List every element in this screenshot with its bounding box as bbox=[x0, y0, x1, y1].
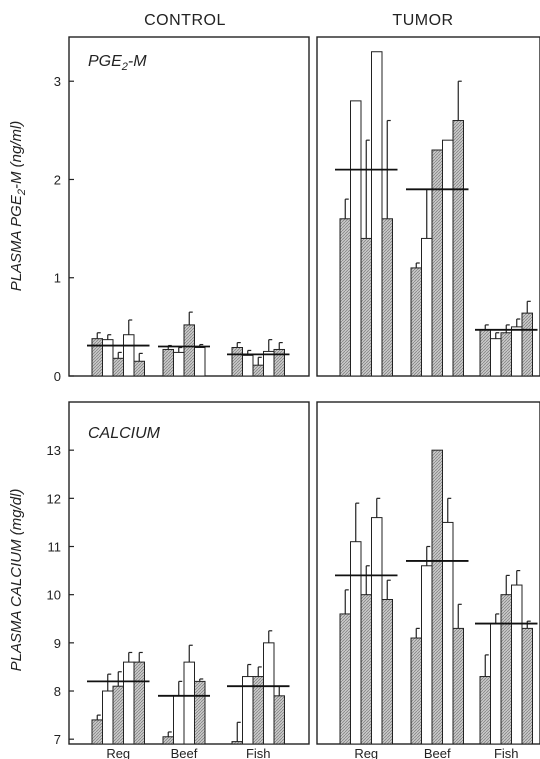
bar bbox=[273, 348, 285, 377]
bar bbox=[91, 338, 103, 377]
bar bbox=[173, 351, 185, 377]
y-tick-label: 12 bbox=[47, 491, 61, 506]
bar bbox=[252, 364, 264, 377]
bar bbox=[500, 332, 512, 377]
category-label: Beef bbox=[424, 746, 451, 759]
category-label: Fish bbox=[494, 746, 519, 759]
bar bbox=[91, 719, 103, 745]
bar bbox=[511, 326, 523, 377]
bar bbox=[162, 348, 174, 377]
bar bbox=[360, 237, 372, 377]
bar bbox=[162, 736, 174, 745]
bar bbox=[173, 695, 185, 745]
y-tick-label: 1 bbox=[54, 271, 61, 286]
bar bbox=[350, 541, 362, 745]
y-tick-label: 2 bbox=[54, 172, 61, 187]
bar bbox=[410, 267, 422, 377]
panel-title-pge2m: PGE2-M bbox=[88, 53, 147, 73]
bar bbox=[452, 120, 464, 377]
column-title-control: CONTROL bbox=[144, 12, 226, 29]
bar bbox=[350, 100, 362, 377]
bar bbox=[133, 661, 145, 745]
bar bbox=[381, 598, 393, 745]
bar bbox=[500, 594, 512, 745]
bar bbox=[421, 565, 433, 745]
bar bbox=[194, 680, 206, 745]
bar bbox=[183, 324, 195, 377]
y-axis-label-pge2m: PLASMA PGE2-M (ng/ml) bbox=[8, 121, 28, 292]
bar bbox=[360, 594, 372, 745]
bar bbox=[521, 627, 533, 745]
y-tick-label: 9 bbox=[54, 636, 61, 651]
bar bbox=[263, 642, 275, 745]
bar bbox=[490, 338, 502, 377]
category-label: Reg bbox=[354, 746, 378, 759]
bar bbox=[339, 613, 351, 745]
bar bbox=[511, 584, 523, 745]
y-tick-label: 8 bbox=[54, 684, 61, 699]
bar bbox=[521, 312, 533, 377]
bar bbox=[194, 347, 206, 377]
y-tick-label: 10 bbox=[47, 588, 61, 603]
bar bbox=[490, 623, 502, 745]
bar bbox=[112, 357, 124, 377]
bar bbox=[123, 334, 135, 377]
category-label: Reg bbox=[106, 746, 130, 759]
bar bbox=[421, 237, 433, 377]
bar bbox=[381, 218, 393, 377]
bar bbox=[231, 347, 243, 377]
bar bbox=[273, 695, 285, 745]
category-label: Beef bbox=[171, 746, 198, 759]
bar bbox=[242, 354, 254, 377]
y-axis-label-calcium: PLASMA CALCIUM (mg/dl) bbox=[8, 489, 25, 672]
bar bbox=[371, 51, 383, 377]
bar bbox=[442, 521, 454, 745]
bar bbox=[123, 661, 135, 745]
y-tick-label: 11 bbox=[48, 540, 62, 555]
bar bbox=[183, 661, 195, 745]
panel-title-calcium: CALCIUM bbox=[88, 425, 161, 442]
category-label: Fish bbox=[246, 746, 271, 759]
bar bbox=[231, 741, 243, 745]
y-tick-label: 0 bbox=[54, 369, 61, 384]
y-tick-label: 7 bbox=[54, 732, 61, 747]
y-tick-label: 3 bbox=[54, 74, 61, 89]
bar bbox=[102, 690, 114, 745]
bar bbox=[371, 517, 383, 745]
bar bbox=[133, 360, 145, 377]
bar bbox=[452, 627, 464, 745]
bar bbox=[410, 637, 422, 745]
bar bbox=[479, 329, 491, 377]
bar bbox=[479, 676, 491, 745]
bar bbox=[431, 449, 443, 745]
bar bbox=[112, 685, 124, 745]
y-tick-label: 13 bbox=[47, 443, 61, 458]
bar bbox=[442, 139, 454, 377]
column-title-tumor: TUMOR bbox=[392, 12, 453, 29]
bar bbox=[431, 149, 443, 377]
bar bbox=[339, 218, 351, 377]
